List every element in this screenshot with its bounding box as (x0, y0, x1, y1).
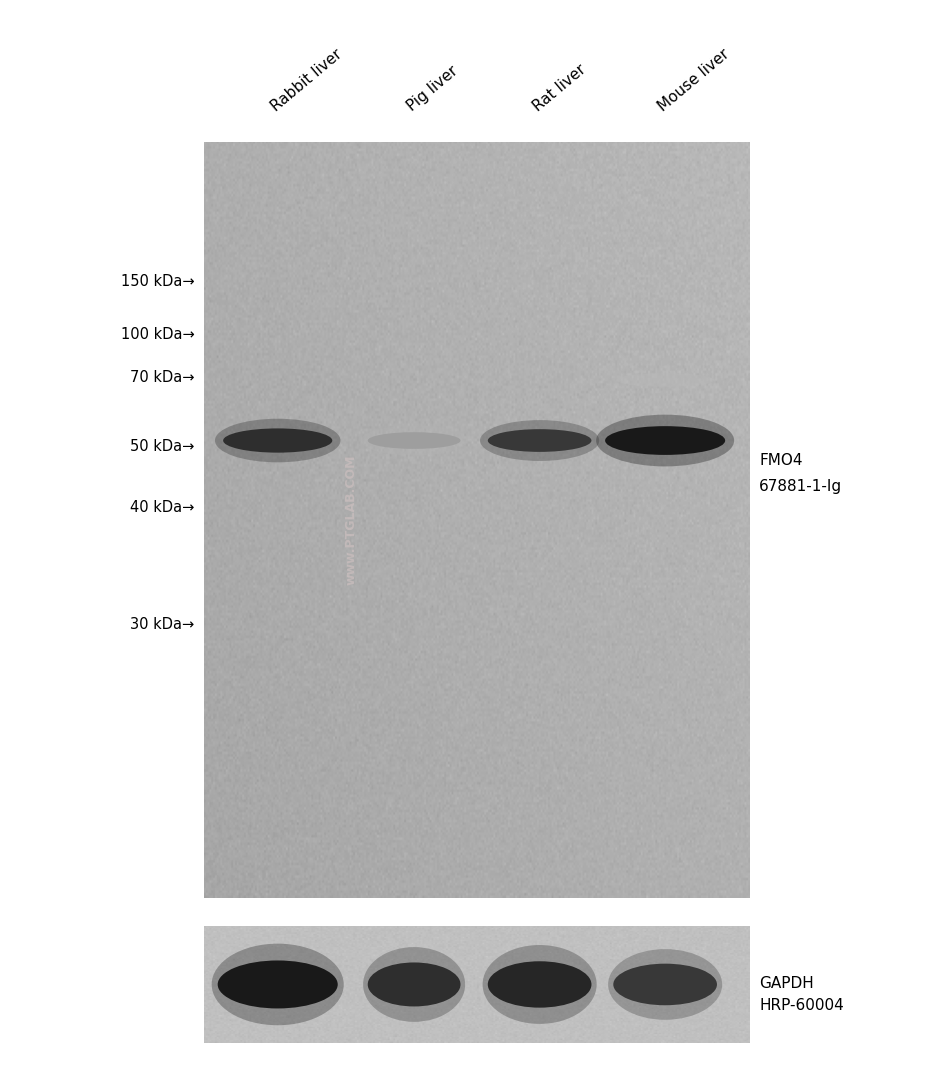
Ellipse shape (217, 960, 338, 1008)
Ellipse shape (483, 945, 597, 1024)
Ellipse shape (361, 426, 468, 455)
Ellipse shape (212, 944, 344, 1025)
Text: 67881-1-Ig: 67881-1-Ig (759, 479, 843, 494)
Text: 40 kDa→: 40 kDa→ (130, 500, 195, 515)
Ellipse shape (605, 426, 725, 455)
Text: HRP-60004: HRP-60004 (759, 998, 844, 1013)
Text: GAPDH: GAPDH (759, 976, 814, 991)
Text: www.PTGLAB.COM: www.PTGLAB.COM (344, 455, 358, 585)
Ellipse shape (367, 963, 460, 1006)
Ellipse shape (214, 419, 341, 463)
Text: 70 kDa→: 70 kDa→ (130, 370, 195, 386)
Ellipse shape (608, 950, 722, 1019)
Text: FMO4: FMO4 (759, 453, 803, 468)
Ellipse shape (223, 428, 332, 453)
Text: 50 kDa→: 50 kDa→ (130, 439, 195, 454)
Text: 100 kDa→: 100 kDa→ (121, 327, 195, 342)
Ellipse shape (596, 415, 735, 466)
Text: Mouse liver: Mouse liver (656, 47, 733, 114)
Ellipse shape (488, 429, 591, 452)
Ellipse shape (363, 947, 465, 1021)
Text: Rabbit liver: Rabbit liver (268, 47, 344, 114)
Ellipse shape (367, 432, 460, 449)
Ellipse shape (613, 964, 717, 1005)
Text: Rat liver: Rat liver (530, 62, 588, 114)
Text: Pig liver: Pig liver (404, 63, 461, 114)
Ellipse shape (480, 420, 599, 461)
Ellipse shape (488, 962, 591, 1007)
Text: 30 kDa→: 30 kDa→ (130, 617, 195, 632)
Ellipse shape (616, 374, 715, 387)
Text: 150 kDa→: 150 kDa→ (121, 274, 195, 289)
